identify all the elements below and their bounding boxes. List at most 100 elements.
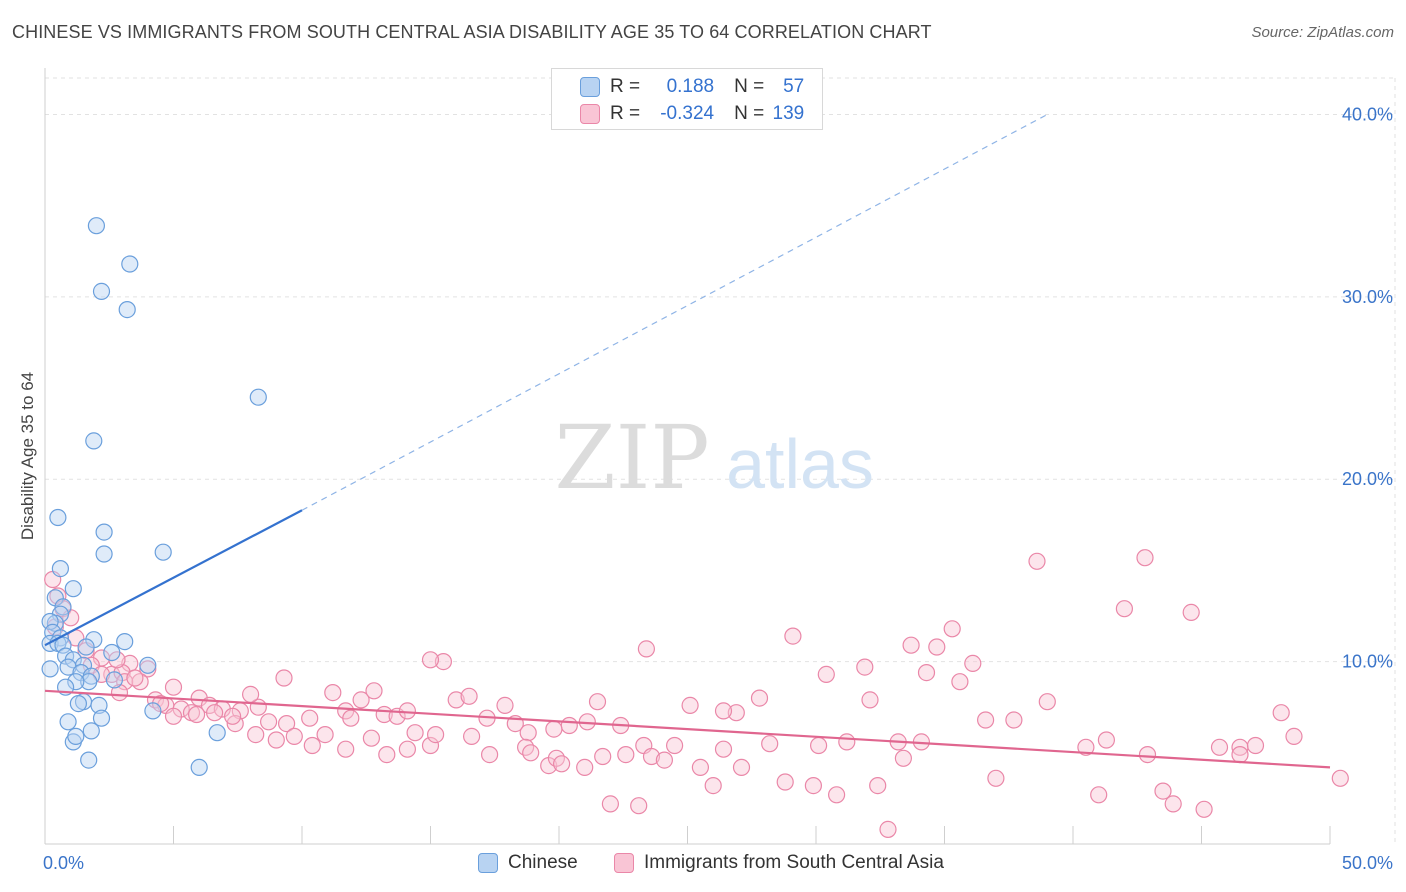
point-south-central-asia: [776, 773, 794, 791]
legend-item-south-central-asia[interactable]: Immigrants from South Central Asia: [614, 852, 944, 874]
point-south-central-asia: [869, 776, 887, 795]
point-south-central-asia: [1115, 600, 1134, 618]
data-points: [41, 217, 1349, 839]
point-south-central-asia: [316, 725, 334, 744]
point-chinese: [85, 432, 103, 450]
point-south-central-asia: [655, 751, 674, 769]
point-south-central-asia: [1077, 738, 1095, 756]
point-south-central-asia: [856, 658, 874, 676]
point-chinese: [51, 559, 70, 578]
point-south-central-asia: [447, 691, 465, 709]
point-chinese: [77, 638, 95, 656]
point-south-central-asia: [1154, 782, 1172, 800]
y-tick-label: 30.0%: [1342, 287, 1393, 307]
point-south-central-asia: [460, 687, 478, 705]
point-south-central-asia: [324, 683, 342, 702]
point-chinese: [105, 671, 124, 689]
trend-line-south-central-asia: [44, 689, 1331, 769]
point-south-central-asia: [1331, 769, 1349, 787]
point-south-central-asia: [987, 769, 1005, 787]
trend-line-chinese: [44, 509, 303, 647]
point-south-central-asia: [1210, 738, 1229, 756]
point-south-central-asia: [522, 744, 540, 762]
point-south-central-asia: [362, 729, 380, 747]
point-chinese: [95, 523, 113, 541]
point-south-central-asia: [1038, 693, 1056, 711]
point-south-central-asia: [1097, 731, 1116, 749]
point-chinese: [80, 673, 98, 691]
point-south-central-asia: [761, 735, 779, 753]
point-south-central-asia: [1195, 800, 1213, 818]
point-chinese: [49, 508, 67, 527]
point-chinese: [59, 713, 77, 731]
point-south-central-asia: [809, 736, 828, 755]
point-south-central-asia: [917, 663, 936, 682]
point-south-central-asia: [976, 711, 995, 729]
point-chinese: [116, 632, 134, 651]
point-chinese: [87, 217, 106, 235]
point-south-central-asia: [1090, 786, 1108, 804]
n-value-chinese: 57: [783, 76, 805, 97]
point-south-central-asia: [879, 820, 897, 839]
n-label: N =: [734, 76, 765, 97]
point-south-central-asia: [496, 696, 514, 715]
point-chinese: [139, 656, 157, 674]
point-south-central-asia: [110, 683, 129, 702]
point-chinese: [90, 696, 108, 715]
point-south-central-asia: [642, 747, 661, 766]
point-south-central-asia: [943, 620, 961, 638]
point-south-central-asia: [681, 696, 699, 715]
point-south-central-asia: [519, 724, 537, 742]
point-chinese: [64, 580, 82, 598]
point-south-central-asia: [750, 689, 769, 707]
source-label: Source: ZipAtlas.com: [1251, 24, 1394, 41]
blue-swatch-icon: [580, 77, 600, 97]
point-south-central-asia: [1246, 736, 1265, 755]
point-south-central-asia: [732, 758, 751, 777]
point-south-central-asia: [560, 716, 578, 735]
point-south-central-asia: [481, 745, 499, 764]
point-south-central-asia: [164, 707, 183, 725]
y-axis-label: Disability Age 35 to 64: [18, 372, 37, 540]
point-south-central-asia: [594, 747, 612, 766]
point-chinese: [92, 282, 111, 300]
point-south-central-asia: [378, 745, 396, 764]
chart-title: CHINESE VS IMMIGRANTS FROM SOUTH CENTRAL…: [12, 22, 932, 42]
point-south-central-asia: [727, 704, 745, 722]
point-chinese: [41, 660, 59, 678]
point-south-central-asia: [714, 740, 733, 758]
point-chinese: [69, 694, 88, 713]
legend-label-south-central-asia: Immigrants from South Central Asia: [644, 852, 944, 873]
point-chinese: [121, 255, 139, 273]
point-south-central-asia: [342, 709, 360, 727]
stats-row-chinese: R = 0.188 N = 57: [552, 74, 804, 100]
point-south-central-asia: [303, 736, 321, 755]
x-tick-label: 50.0%: [1342, 853, 1393, 873]
point-south-central-asia: [267, 731, 285, 749]
legend-item-chinese[interactable]: Chinese: [478, 852, 578, 874]
n-value-south-central-asia: 139: [772, 103, 805, 124]
point-south-central-asia: [352, 691, 370, 709]
point-south-central-asia: [637, 640, 656, 658]
x-tick-label: 0.0%: [43, 853, 84, 873]
pink-swatch-icon: [614, 853, 634, 873]
point-south-central-asia: [894, 749, 913, 767]
point-south-central-asia: [463, 727, 481, 746]
point-south-central-asia: [552, 755, 571, 773]
y-tick-label: 20.0%: [1342, 469, 1393, 489]
point-south-central-asia: [224, 707, 242, 725]
point-south-central-asia: [398, 740, 416, 758]
point-south-central-asia: [49, 587, 67, 605]
pink-swatch-icon: [580, 104, 600, 124]
point-chinese: [118, 301, 136, 319]
point-chinese: [95, 545, 113, 563]
y-tick-label: 10.0%: [1342, 652, 1393, 672]
point-south-central-asia: [964, 654, 982, 673]
point-south-central-asia: [665, 736, 684, 755]
point-chinese: [103, 643, 121, 662]
point-chinese: [249, 388, 267, 406]
point-south-central-asia: [427, 725, 445, 744]
point-south-central-asia: [601, 795, 620, 813]
point-south-central-asia: [714, 702, 733, 720]
point-south-central-asia: [861, 691, 879, 709]
